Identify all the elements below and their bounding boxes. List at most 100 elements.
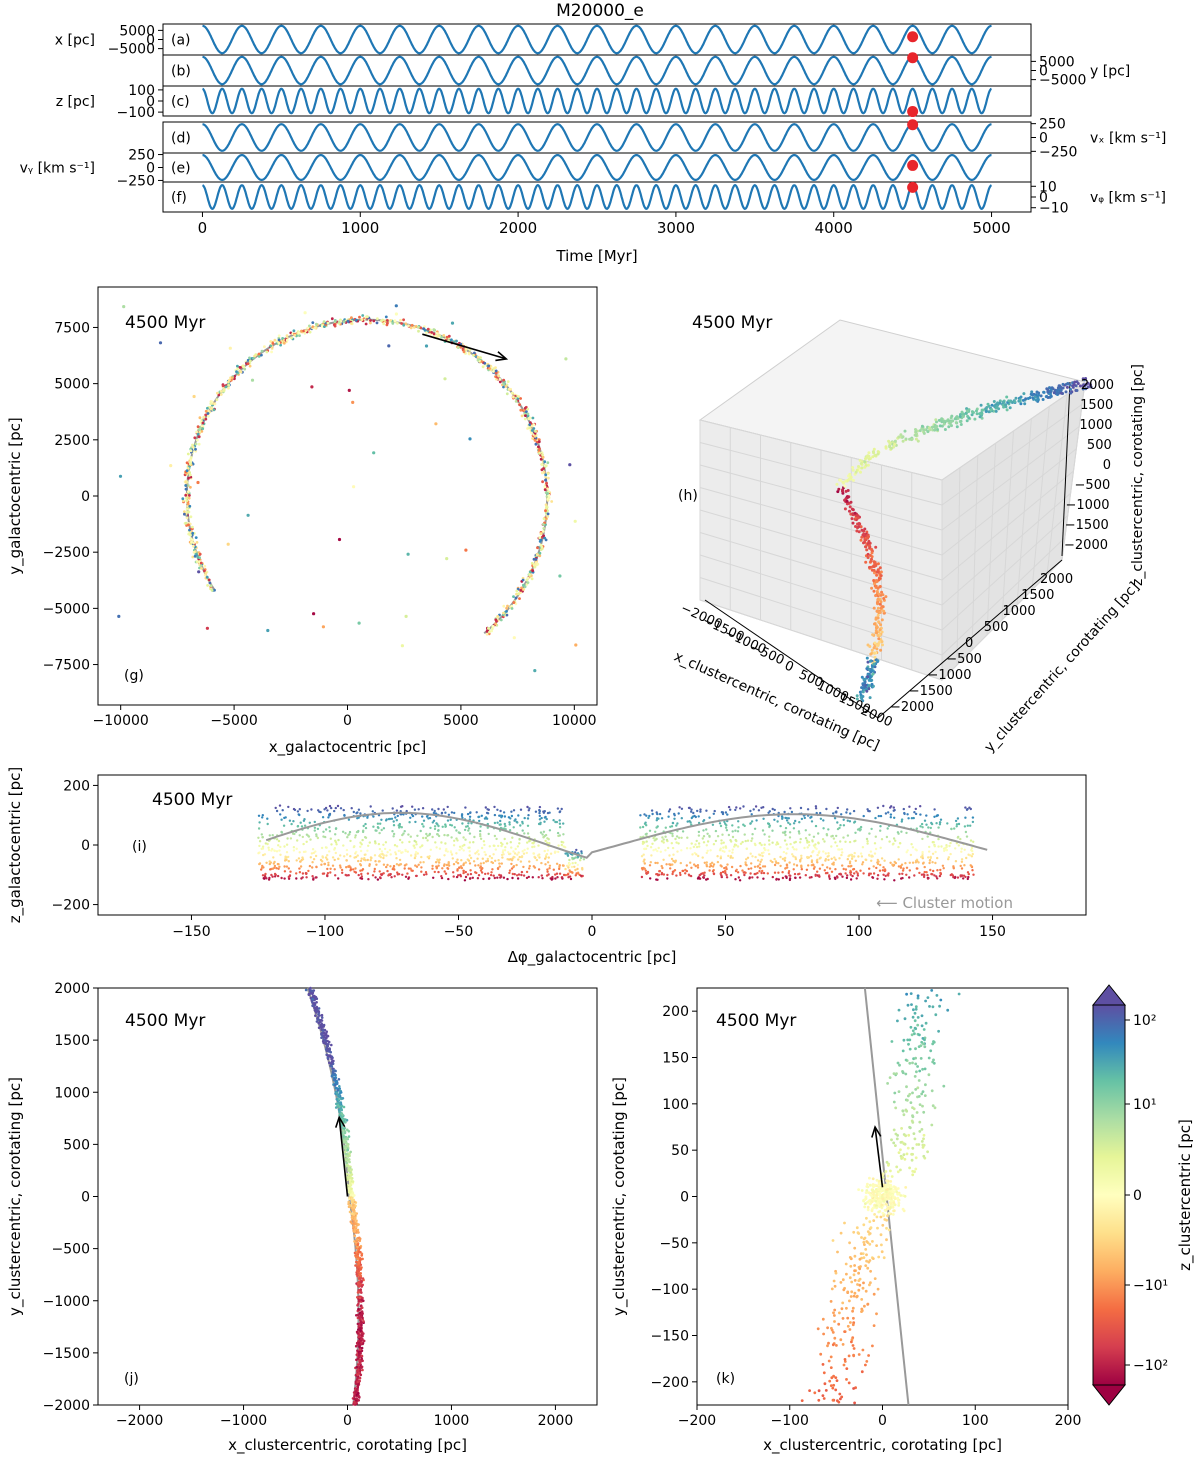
j-star	[349, 1176, 352, 1179]
i-star	[639, 826, 642, 829]
i-star	[670, 825, 674, 828]
h-star	[961, 415, 965, 419]
i-star	[322, 835, 325, 838]
g-star	[496, 615, 500, 618]
g-escaper	[312, 612, 316, 616]
g-star	[435, 332, 439, 335]
g-star	[526, 576, 530, 580]
i-star	[940, 845, 943, 848]
i-star	[734, 808, 737, 812]
h-star	[1081, 377, 1085, 381]
g-star	[504, 385, 508, 388]
ts-panel-frame-0	[162, 23, 1032, 56]
i-star	[971, 852, 974, 856]
j-star	[358, 1273, 361, 1277]
i-star	[811, 851, 814, 854]
i-star	[391, 830, 394, 833]
i-star	[262, 853, 265, 857]
g-star	[257, 352, 261, 356]
h-star	[863, 527, 867, 531]
j-velocity-arrowhead	[334, 1115, 346, 1128]
ts-orbit-line-2	[202, 87, 992, 115]
i-star	[487, 877, 491, 880]
i-star	[393, 875, 396, 878]
j-star	[318, 1014, 321, 1017]
i-star	[511, 876, 514, 880]
i-star	[399, 863, 403, 866]
g-star	[196, 432, 200, 436]
h-grid-line	[1031, 406, 1050, 591]
j-star	[360, 1254, 364, 1257]
i-star	[644, 833, 647, 836]
i-star	[915, 827, 918, 830]
i-star	[261, 836, 264, 839]
i-star	[496, 821, 499, 824]
i-star	[655, 878, 658, 881]
g-star	[546, 509, 549, 513]
g-star	[518, 403, 521, 407]
i-star	[518, 837, 521, 841]
g-star	[252, 357, 255, 360]
i-star	[313, 826, 317, 829]
i-star	[792, 855, 795, 858]
g-star	[189, 515, 193, 519]
j-ytick-label-2: −1000	[43, 1294, 90, 1310]
h-star	[849, 500, 853, 504]
h-star	[1013, 400, 1017, 404]
h-star	[878, 602, 882, 606]
i-star	[571, 862, 574, 865]
i-star	[954, 819, 958, 823]
g-star	[285, 334, 289, 338]
i-star	[279, 853, 282, 856]
i-star	[680, 817, 683, 820]
i-star	[486, 826, 489, 829]
i-star	[500, 875, 503, 878]
j-star	[335, 1097, 339, 1101]
i-star	[711, 870, 715, 873]
h-star	[1037, 391, 1041, 395]
j-star	[361, 1368, 364, 1372]
j-star	[355, 1238, 359, 1241]
i-star	[854, 831, 857, 834]
i-star	[966, 871, 970, 874]
i-star	[498, 865, 501, 868]
h-star	[965, 409, 969, 413]
i-star	[521, 820, 524, 824]
h-star	[871, 633, 875, 637]
i-star	[841, 875, 844, 878]
j-star	[350, 1212, 354, 1215]
i-star	[467, 822, 470, 825]
g-star	[462, 350, 466, 354]
i-star	[499, 809, 502, 813]
i-star	[656, 849, 659, 853]
g-star	[311, 321, 315, 324]
h-star	[1021, 398, 1025, 402]
i-star	[833, 817, 837, 820]
i-star	[669, 863, 672, 867]
i-star	[333, 847, 337, 850]
i-star	[341, 871, 344, 874]
i-star	[685, 847, 689, 850]
i-star	[581, 868, 584, 871]
i-star	[662, 841, 665, 844]
i-star	[679, 873, 682, 877]
ts-marker-2	[907, 106, 919, 118]
i-star	[762, 871, 766, 875]
i-star	[756, 876, 759, 879]
h-star	[866, 643, 870, 647]
i-star	[910, 843, 913, 846]
i-star	[828, 874, 831, 877]
i-star	[268, 834, 271, 837]
i-star	[483, 850, 486, 854]
h-star	[926, 430, 930, 434]
g-escaper	[117, 614, 121, 619]
g-xtick-label-1: −5000	[210, 713, 257, 729]
h-star	[943, 428, 947, 431]
i-star	[912, 816, 915, 820]
h-star	[856, 516, 860, 520]
h-star	[864, 683, 868, 687]
i-star	[938, 823, 942, 826]
i-star	[689, 874, 693, 878]
h-star	[873, 622, 876, 626]
i-star	[366, 849, 369, 852]
